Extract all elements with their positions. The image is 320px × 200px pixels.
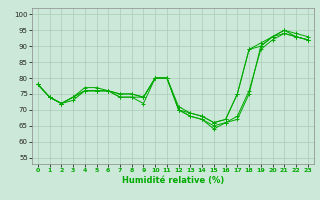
X-axis label: Humidité relative (%): Humidité relative (%): [122, 176, 224, 185]
